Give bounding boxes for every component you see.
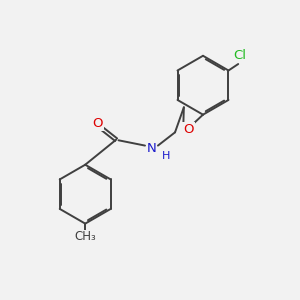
Text: Cl: Cl [233,49,246,62]
Text: O: O [183,124,194,136]
Text: H: H [161,151,170,161]
Text: CH₃: CH₃ [74,230,96,243]
Text: N: N [147,142,156,155]
Text: O: O [93,117,103,130]
